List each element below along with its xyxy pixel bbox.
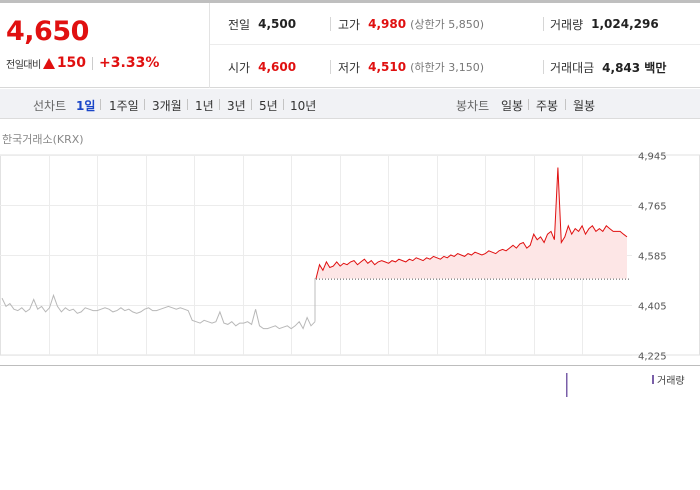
divider bbox=[528, 99, 529, 110]
stat-volume: 거래량 1,024,296 bbox=[550, 3, 659, 45]
divider bbox=[251, 99, 252, 110]
series-today-fill bbox=[316, 167, 627, 279]
stat-value: 1,024,296 bbox=[591, 17, 659, 31]
divider bbox=[283, 99, 284, 110]
divider bbox=[543, 60, 544, 74]
y-tick-label: 4,225 bbox=[638, 352, 667, 363]
stat-low: 저가 4,510 (하한가 3,150) bbox=[338, 46, 484, 88]
divider bbox=[219, 99, 220, 110]
period-3m[interactable]: 3개월 bbox=[152, 99, 182, 113]
divider bbox=[330, 17, 331, 31]
period-bar: 선차트 1일 1주일 3개월 1년 3년 5년 10년 봉차트 일봉 주봉 월봉 bbox=[0, 89, 700, 119]
divider bbox=[543, 17, 544, 31]
divider bbox=[144, 99, 145, 110]
stat-prev-close: 전일 4,500 bbox=[228, 3, 296, 45]
divider bbox=[565, 99, 566, 110]
price-chart[interactable]: 4,945 4,765 4,585 4,405 4,225 bbox=[0, 145, 700, 400]
stat-label: 시가 bbox=[228, 60, 251, 75]
volume-legend: 거래량 bbox=[652, 372, 685, 387]
stat-trade-value: 거래대금 4,843 백만 bbox=[550, 46, 666, 88]
y-tick-label: 4,765 bbox=[638, 202, 667, 213]
chart-lines bbox=[1, 167, 630, 330]
current-price-box: 4,650 전일대비 150 +3.33% bbox=[0, 3, 210, 88]
period-1w[interactable]: 1주일 bbox=[109, 99, 139, 113]
stat-label: 전일 bbox=[228, 17, 251, 32]
y-axis-labels: 4,945 4,765 4,585 4,405 4,225 bbox=[638, 152, 667, 363]
volume-legend-mark bbox=[652, 375, 654, 384]
volume-bars bbox=[566, 373, 568, 397]
change-row: 전일대비 150 +3.33% bbox=[6, 55, 159, 71]
candle-weekly[interactable]: 주봉 bbox=[536, 99, 559, 113]
day-boundary-line bbox=[314, 278, 316, 322]
lower-limit: (하한가 3,150) bbox=[410, 61, 484, 74]
upper-limit: (상한가 5,850) bbox=[410, 18, 484, 31]
period-10y[interactable]: 10년 bbox=[290, 99, 317, 113]
data-source: 한국거래소(KRX) bbox=[2, 133, 84, 146]
up-triangle-icon bbox=[42, 57, 55, 69]
period-3y[interactable]: 3년 bbox=[227, 99, 246, 113]
candle-monthly[interactable]: 월봉 bbox=[573, 99, 596, 113]
series-today bbox=[315, 167, 628, 279]
stats-row-1: 전일 4,500 고가 4,980 (상한가 5,850) 거래량 1,024,… bbox=[210, 3, 700, 45]
stat-open: 시가 4,600 bbox=[228, 46, 296, 88]
stat-value: 4,980 bbox=[368, 17, 407, 31]
chart-area-fill bbox=[316, 167, 627, 279]
period-1y[interactable]: 1년 bbox=[195, 99, 214, 113]
line-chart-label: 선차트 bbox=[33, 99, 67, 113]
stats-row-2: 시가 4,600 저가 4,510 (하한가 3,150) 거래대금 4,843… bbox=[210, 46, 700, 88]
stat-value: 4,500 bbox=[258, 17, 297, 31]
change-percent: +3.33% bbox=[99, 55, 160, 71]
stat-label: 저가 bbox=[338, 60, 361, 75]
period-5y[interactable]: 5년 bbox=[259, 99, 278, 113]
divider bbox=[100, 99, 101, 110]
current-price: 4,650 bbox=[6, 16, 89, 47]
divider bbox=[92, 56, 94, 70]
y-tick-label: 4,945 bbox=[638, 152, 667, 163]
top-border bbox=[0, 0, 700, 3]
stat-label: 고가 bbox=[338, 17, 361, 32]
stat-value: 4,843 백만 bbox=[602, 60, 667, 75]
y-tick-label: 4,585 bbox=[638, 252, 667, 263]
price-summary: 4,650 전일대비 150 +3.33% 전일 4,500 고가 4,980 … bbox=[0, 3, 700, 88]
change-value: 150 bbox=[56, 55, 87, 71]
volume-legend-label: 거래량 bbox=[657, 376, 685, 387]
stat-value: 4,600 bbox=[258, 60, 297, 74]
stat-value: 4,510 bbox=[368, 60, 407, 74]
divider bbox=[330, 60, 331, 74]
volume-bar bbox=[566, 373, 568, 397]
series-previous-day bbox=[1, 293, 316, 330]
stat-label: 거래대금 bbox=[550, 60, 595, 75]
y-tick-label: 4,405 bbox=[638, 302, 667, 313]
candle-chart-label: 봉차트 bbox=[456, 99, 490, 113]
divider bbox=[187, 99, 188, 110]
stat-label: 거래량 bbox=[550, 17, 584, 32]
period-1d[interactable]: 1일 bbox=[76, 99, 96, 113]
change-label: 전일대비 bbox=[6, 59, 41, 71]
candle-daily[interactable]: 일봉 bbox=[501, 99, 524, 113]
stat-high: 고가 4,980 (상한가 5,850) bbox=[338, 3, 484, 45]
